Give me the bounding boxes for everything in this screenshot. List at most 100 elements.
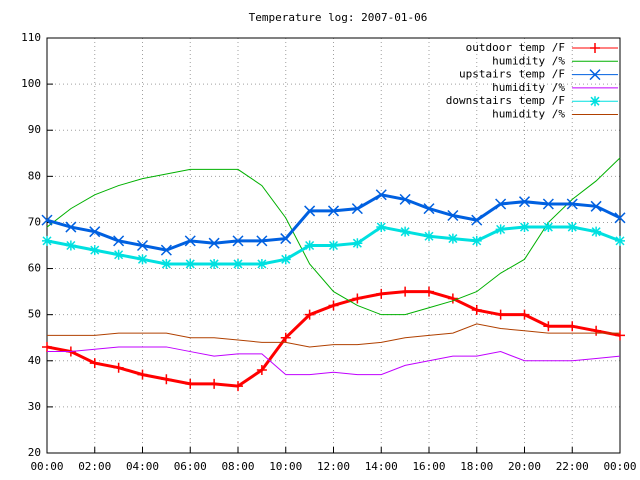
point-marker [280,254,291,265]
point-marker [113,235,125,247]
x-tick-label: 14:00 [365,460,398,473]
y-tick-label: 60 [28,262,41,275]
point-marker [447,209,459,222]
y-tick-label: 50 [28,308,41,321]
point-marker [351,203,363,215]
point-marker [185,378,196,389]
y-tick-label: 40 [28,354,41,367]
legend-marker [589,69,601,81]
point-marker [519,222,530,233]
point-marker [137,254,148,265]
point-marker [375,189,387,201]
y-tick-label: 80 [28,169,41,182]
point-marker [256,365,267,375]
point-marker [543,222,554,233]
point-marker [233,381,243,392]
point-marker [89,226,101,238]
x-tick-label: 02:00 [78,460,111,473]
point-marker [471,235,482,246]
point-marker [42,341,52,352]
point-marker [471,305,482,316]
point-marker [233,258,243,269]
point-marker [543,321,554,332]
legend-label: humidity /% [492,54,565,67]
point-marker [328,240,339,251]
point-marker [614,212,626,224]
point-marker [89,245,100,256]
point-marker [424,286,434,297]
point-marker [567,222,578,233]
legend-label: humidity /% [492,108,565,121]
legend-label: downstairs temp /F [446,94,565,107]
point-marker [423,203,435,215]
point-marker [327,205,340,217]
point-marker [232,235,244,247]
point-marker [304,240,315,251]
point-marker [160,244,172,256]
point-marker [447,233,458,244]
point-marker [89,358,100,369]
point-marker [495,224,506,235]
point-marker [519,309,530,320]
y-tick-label: 100 [21,77,41,90]
chart-title: Temperature log: 2007-01-06 [249,11,428,24]
point-marker [65,221,77,233]
point-marker [304,309,315,320]
legend-marker [590,96,600,107]
point-marker [567,321,578,332]
point-marker [352,238,363,249]
point-marker [256,235,268,247]
x-tick-label: 20:00 [508,460,541,473]
point-marker [280,332,291,343]
y-tick-label: 110 [21,31,41,44]
point-marker [566,198,578,210]
point-marker [184,235,196,247]
x-tick-label: 16:00 [412,460,445,473]
y-tick-label: 90 [28,123,41,136]
x-tick-label: 04:00 [126,460,159,473]
point-marker [376,222,387,233]
point-marker [256,258,267,269]
point-marker [400,286,411,297]
x-tick-label: 08:00 [221,460,254,473]
y-tick-label: 70 [28,215,41,228]
series-line [47,346,621,376]
point-marker [209,378,220,389]
legend-label: humidity /% [492,81,565,94]
point-marker [280,233,292,245]
x-tick-label: 00:00 [603,460,636,473]
point-marker [495,309,506,320]
x-tick-label: 22:00 [556,460,589,473]
y-tick-label: 30 [28,400,41,413]
x-tick-label: 10:00 [269,460,302,473]
point-marker [542,198,554,210]
point-marker [471,214,483,226]
legend-label: outdoor temp /F [466,41,565,54]
point-marker [41,214,53,226]
x-tick-label: 18:00 [460,460,493,473]
point-marker [615,235,625,246]
point-marker [304,205,316,217]
point-marker [209,258,220,269]
point-marker [42,235,52,246]
point-marker [591,226,602,237]
legend-marker [590,43,600,53]
point-marker [376,288,387,299]
point-marker [495,198,507,210]
legend-label: upstairs temp /F [459,68,565,81]
point-marker [518,196,531,208]
series-line [47,323,620,348]
point-marker [590,200,602,212]
point-marker [208,237,220,249]
x-tick-label: 12:00 [317,460,350,473]
point-marker [161,374,172,385]
point-marker [591,325,602,336]
point-marker [447,293,458,304]
point-marker [136,239,149,252]
point-marker [137,369,148,380]
y-tick-label: 20 [28,446,41,459]
series-line [46,157,621,316]
